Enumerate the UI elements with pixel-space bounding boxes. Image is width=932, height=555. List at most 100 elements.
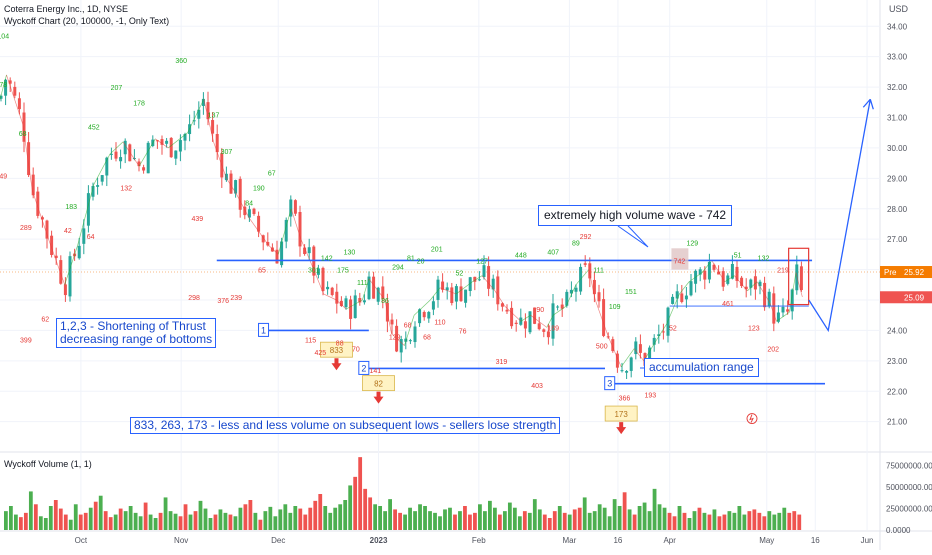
volume-bar bbox=[168, 511, 173, 530]
pre-price-tag bbox=[880, 266, 932, 279]
price-tick-label: 32.00 bbox=[887, 83, 908, 92]
candle-body bbox=[303, 247, 307, 255]
indicator-title: Wyckoff Chart (20, 100000, -1, Only Text… bbox=[4, 16, 170, 26]
wave-label-up: 78 bbox=[0, 82, 7, 89]
wave-label-down: 202 bbox=[767, 347, 779, 354]
wave-label-up: 183 bbox=[65, 204, 77, 211]
candle-body bbox=[362, 300, 366, 303]
candle-body bbox=[13, 86, 17, 96]
candle-body bbox=[100, 175, 104, 182]
candle-body bbox=[680, 293, 684, 302]
wave-label-up: 111 bbox=[593, 268, 604, 275]
volume-bar bbox=[737, 506, 742, 530]
wave-label-up: 84 bbox=[245, 201, 253, 208]
volume-bar bbox=[707, 514, 712, 530]
candle-body bbox=[252, 208, 256, 214]
volume-bar bbox=[722, 514, 727, 530]
wave-label-down: 439 bbox=[192, 216, 204, 223]
wyckoff-wave-segment bbox=[368, 278, 386, 301]
volume-bar bbox=[577, 507, 582, 530]
wyckoff-wave-segment bbox=[93, 153, 111, 185]
wyckoff-wave-segment bbox=[679, 281, 690, 295]
volume-bar bbox=[438, 516, 442, 530]
volume-bar bbox=[28, 491, 33, 530]
wyckoff-wave-segment bbox=[391, 333, 405, 346]
volume-bar bbox=[667, 512, 672, 530]
volume-bar bbox=[58, 508, 63, 530]
time-tick-label: Mar bbox=[563, 536, 577, 545]
candle-body bbox=[707, 261, 711, 280]
candle-body bbox=[45, 220, 49, 239]
volume-bar bbox=[777, 512, 782, 530]
time-tick-label: Apr bbox=[663, 536, 676, 545]
wyckoff-wave-segment bbox=[756, 281, 771, 304]
price-tick-label: 24.00 bbox=[887, 326, 908, 335]
volume-bar bbox=[33, 504, 38, 530]
volume-bar bbox=[443, 509, 447, 530]
candle-body bbox=[155, 140, 159, 142]
pre-tag-label: Pre bbox=[884, 268, 897, 277]
wyckoff-wave-segment bbox=[494, 290, 506, 307]
volume-bar bbox=[732, 512, 737, 530]
volume-bar bbox=[343, 500, 348, 530]
candle-body bbox=[786, 309, 790, 312]
candle-body bbox=[634, 341, 638, 355]
volume-bar bbox=[313, 500, 318, 530]
wave-label-down: 70 bbox=[352, 347, 360, 354]
volume-bar bbox=[108, 517, 113, 530]
candle-body bbox=[749, 279, 753, 288]
volume-bar bbox=[652, 488, 657, 530]
candle-body bbox=[602, 299, 606, 336]
wyckoff-wave-segment bbox=[77, 184, 95, 246]
candle-body bbox=[542, 329, 546, 332]
candle-body bbox=[137, 161, 141, 167]
volume-bar bbox=[612, 499, 617, 530]
volume-bar bbox=[73, 504, 78, 530]
candle-body bbox=[735, 266, 739, 281]
wyckoff-wave-segment bbox=[22, 123, 33, 191]
time-tick-label: 16 bbox=[613, 536, 622, 545]
candle-body bbox=[372, 276, 376, 299]
wave-label-down: 292 bbox=[580, 234, 592, 241]
volume-bar bbox=[293, 506, 298, 530]
price-tick-label: 31.00 bbox=[887, 114, 908, 123]
pre-tag-value: 25.92 bbox=[904, 268, 925, 277]
wyckoff-wave-segment bbox=[734, 275, 748, 292]
volume-tag-label: 173 bbox=[614, 410, 628, 419]
volume-tag-label: 833 bbox=[330, 346, 344, 355]
wave-label-down: 298 bbox=[188, 295, 200, 302]
candle-body bbox=[142, 167, 146, 171]
wave-label-up: 178 bbox=[133, 100, 145, 107]
volume-bar bbox=[547, 518, 552, 530]
volume-bar bbox=[517, 516, 522, 530]
volume-bar bbox=[328, 512, 333, 530]
wyckoff-wave-segment bbox=[384, 299, 392, 334]
candle-body bbox=[763, 282, 767, 308]
volume-bar bbox=[388, 499, 392, 530]
volume-tag-label: 82 bbox=[374, 380, 383, 389]
volume-bar bbox=[193, 511, 198, 530]
volume-bar bbox=[458, 511, 462, 530]
projection-arrowhead-icon bbox=[862, 98, 874, 110]
candle-body bbox=[592, 279, 596, 295]
candle-body bbox=[298, 211, 302, 247]
projection-path bbox=[808, 99, 871, 333]
wave-label-up: 51 bbox=[734, 252, 742, 259]
high-volume-annotation: extremely high volume wave - 742 bbox=[538, 205, 733, 226]
candle-body bbox=[776, 312, 780, 322]
volume-bar bbox=[627, 509, 632, 530]
wyckoff-wave-segment bbox=[122, 141, 140, 167]
wave-label-down: 110 bbox=[434, 319, 445, 326]
wyckoff-wave-segment bbox=[413, 299, 431, 316]
volume-bar bbox=[672, 516, 677, 530]
volume-bar bbox=[373, 504, 378, 530]
wyckoff-wave-segment bbox=[724, 275, 735, 283]
wave-label-down: 64 bbox=[87, 234, 95, 241]
candle-body bbox=[160, 139, 164, 145]
candle-body bbox=[86, 193, 90, 226]
volume-bar bbox=[602, 507, 607, 530]
wyckoff-wave-segment bbox=[588, 269, 596, 301]
volume-bar bbox=[712, 509, 717, 530]
